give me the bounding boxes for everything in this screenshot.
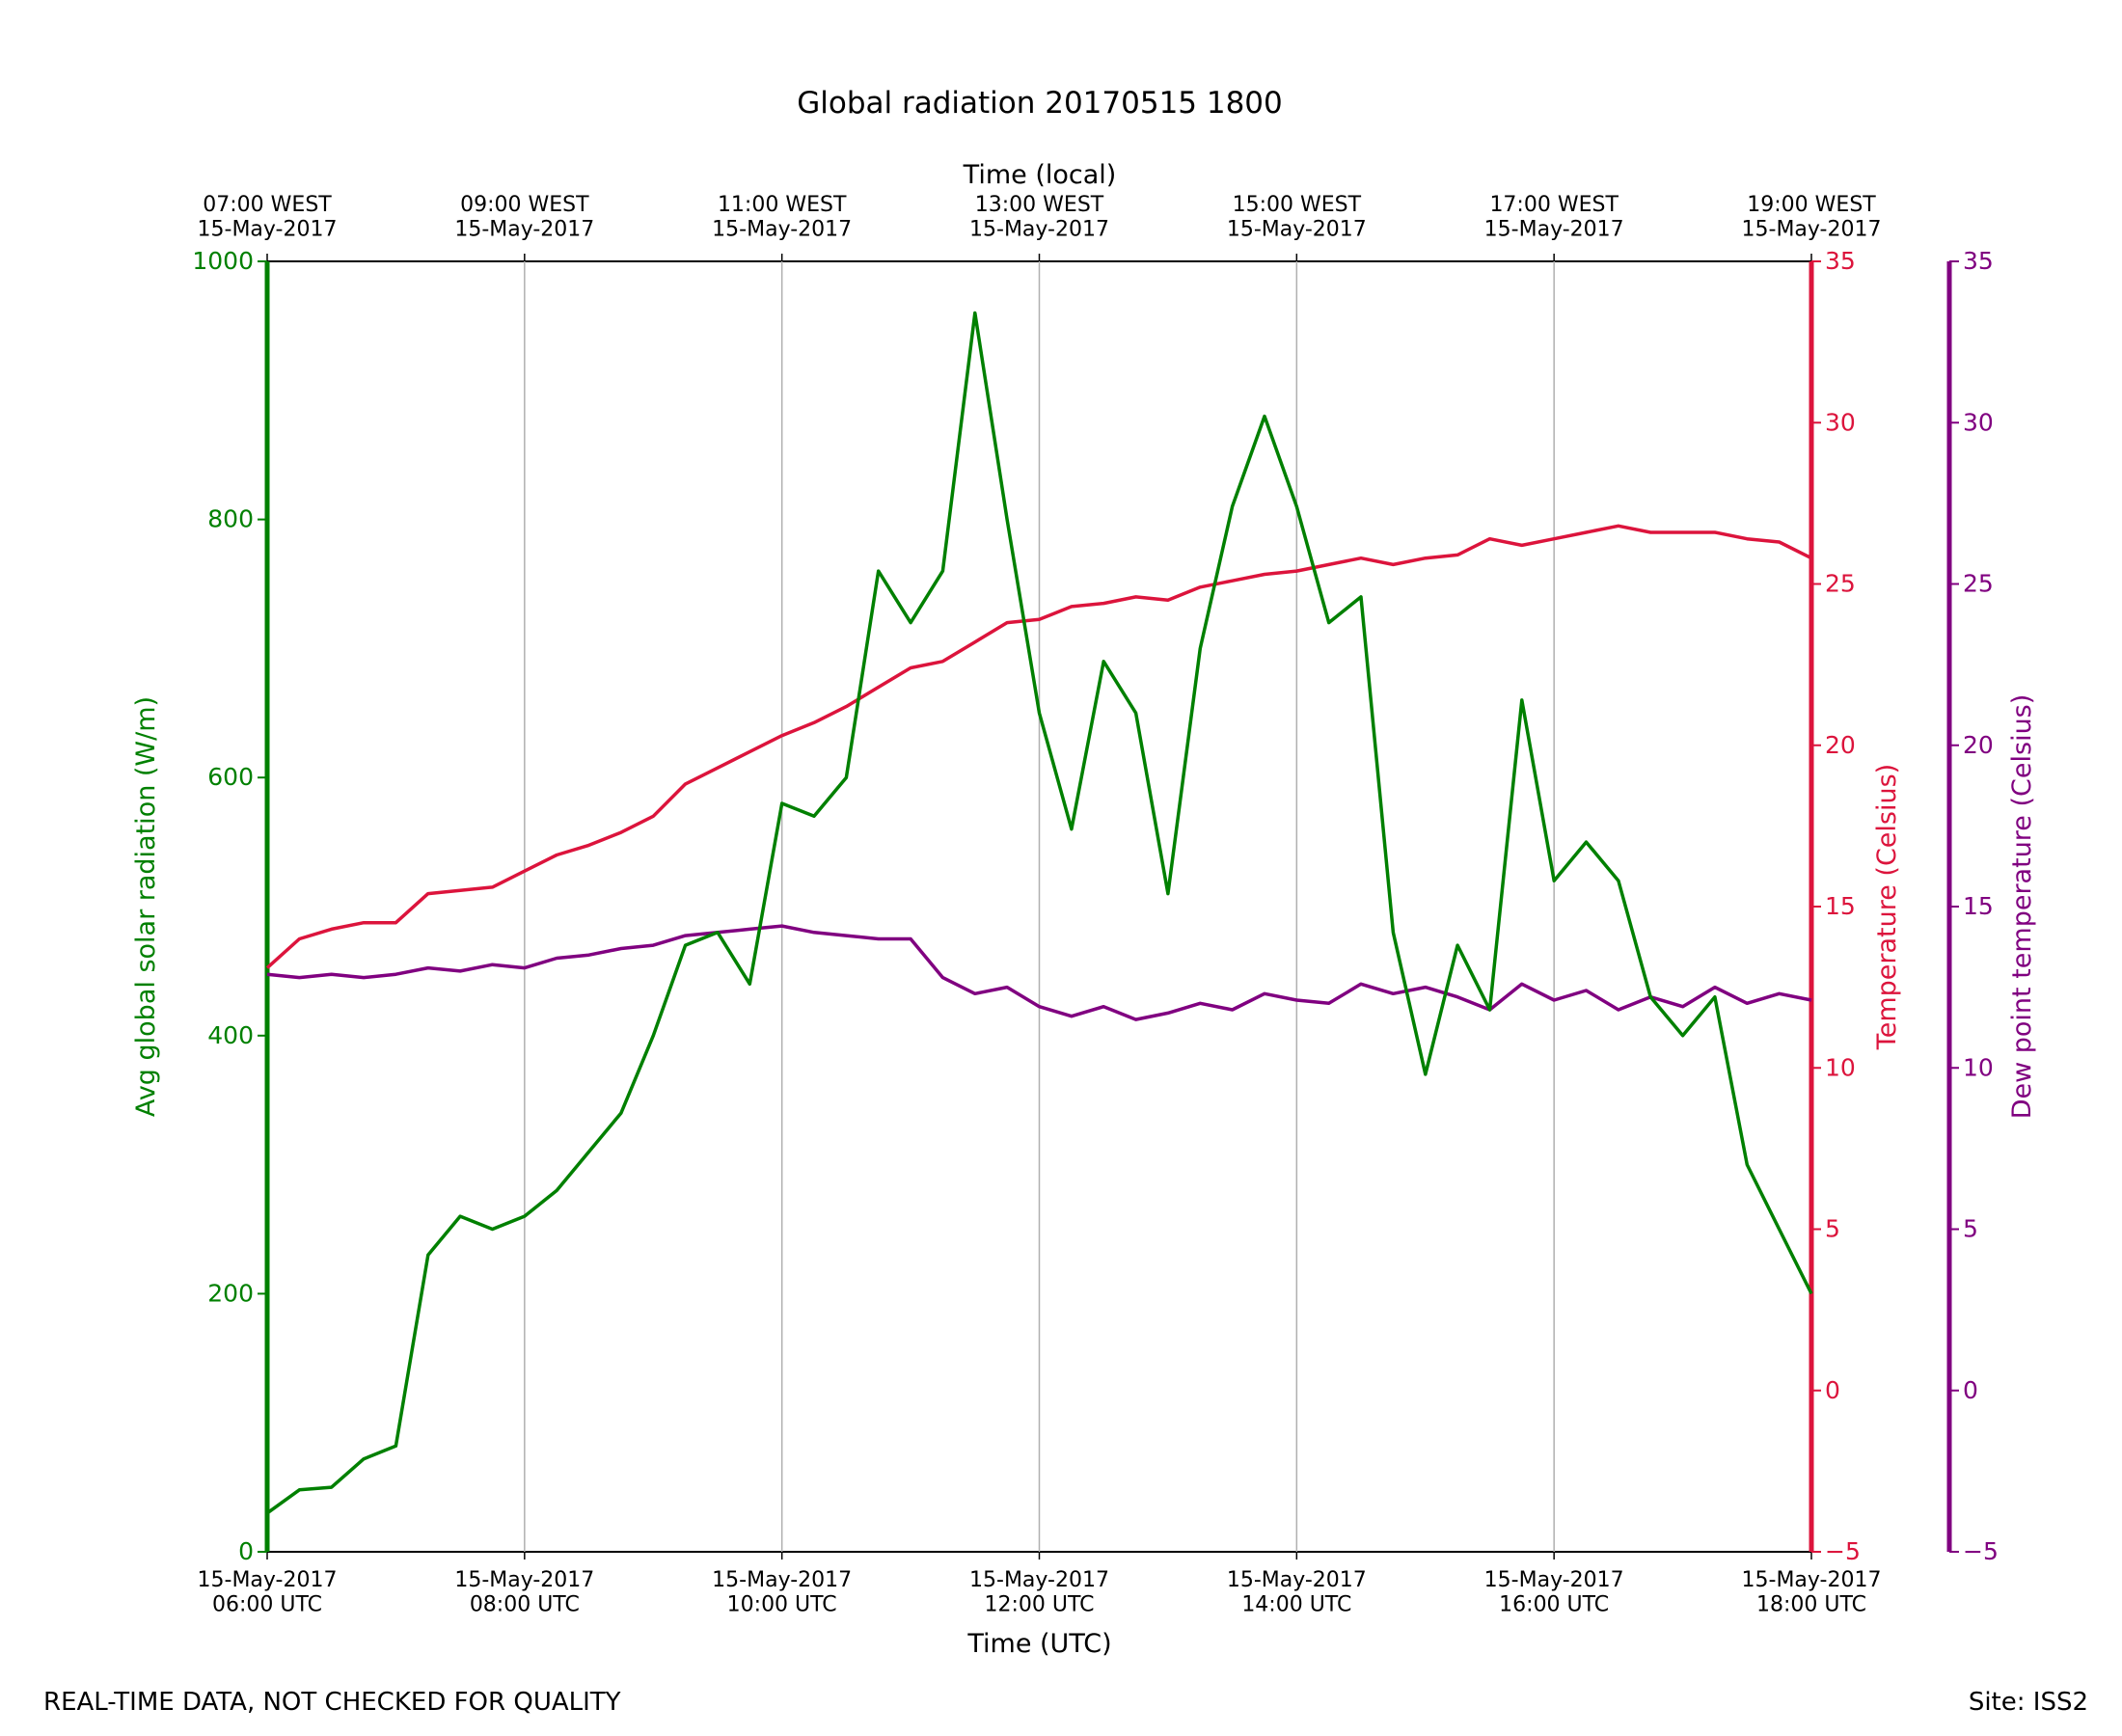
- y-tick-label: 400: [207, 1021, 254, 1049]
- x-tick-label: 15-May-2017 12:00 UTC: [969, 1568, 1109, 1616]
- y-tick-label: 0: [238, 1537, 254, 1565]
- y2-tick-label: 5: [1825, 1215, 1840, 1243]
- x2-tick-label: 07:00 WEST 15-May-2017: [198, 193, 338, 241]
- y3-tick-label: 5: [1963, 1215, 1978, 1243]
- y3-tick-label: 20: [1963, 731, 1994, 759]
- series-line: [265, 524, 1812, 969]
- x-tick-label: 15-May-2017 18:00 UTC: [1742, 1568, 1882, 1616]
- x-tick-label: 15-May-2017 16:00 UTC: [1484, 1568, 1624, 1616]
- x2-tick-label: 19:00 WEST 15-May-2017: [1742, 193, 1882, 241]
- y2-tick-label: 30: [1825, 408, 1856, 436]
- y-tick-label: 600: [207, 763, 254, 791]
- x2-tick-label: 09:00 WEST 15-May-2017: [454, 193, 594, 241]
- x-tick-label: 15-May-2017 10:00 UTC: [712, 1568, 852, 1616]
- y2-tick-label: 20: [1825, 731, 1856, 759]
- y-tick-label: 1000: [192, 247, 254, 275]
- footer-left: REAL-TIME DATA, NOT CHECKED FOR QUALITY: [43, 1688, 621, 1717]
- y3-tick-label: 15: [1963, 892, 1994, 920]
- chart-title: Global radiation 20170515 1800: [797, 86, 1283, 121]
- x2-axis-label: Time (local): [963, 160, 1117, 190]
- x2-tick-label: 15:00 WEST 15-May-2017: [1227, 193, 1367, 241]
- x-tick-label: 15-May-2017 14:00 UTC: [1227, 1568, 1367, 1616]
- y-axis-label: Avg global solar radiation (W/m): [131, 696, 161, 1117]
- x2-tick-label: 17:00 WEST 15-May-2017: [1484, 193, 1624, 241]
- y3-tick-label: 35: [1963, 247, 1994, 275]
- y2-tick-label: 25: [1825, 570, 1856, 598]
- y3-tick-label: −5: [1963, 1537, 1999, 1565]
- footer-right: Site: ISS2: [1969, 1688, 2088, 1717]
- x-axis-label: Time (UTC): [966, 1629, 1111, 1659]
- y3-tick-label: 0: [1963, 1376, 1978, 1404]
- x2-tick-label: 11:00 WEST 15-May-2017: [712, 193, 852, 241]
- y-tick-label: 800: [207, 505, 254, 533]
- y3-tick-label: 25: [1963, 570, 1994, 598]
- y2-tick-label: 35: [1825, 247, 1856, 275]
- y2-tick-label: 0: [1825, 1376, 1840, 1404]
- y3-tick-label: 10: [1963, 1053, 1994, 1081]
- x2-tick-label: 13:00 WEST 15-May-2017: [969, 193, 1109, 241]
- y2-tick-label: 15: [1825, 892, 1856, 920]
- y2-tick-label: −5: [1825, 1537, 1861, 1565]
- x-tick-label: 15-May-2017 06:00 UTC: [198, 1568, 338, 1616]
- y2-tick-label: 10: [1825, 1053, 1856, 1081]
- y2-axis-label: Temperature (Celsius): [1872, 764, 1902, 1050]
- y3-axis-label: Dew point temperature (Celsius): [2007, 694, 2037, 1120]
- series-line: [266, 924, 1812, 1021]
- y-tick-label: 200: [207, 1279, 254, 1307]
- series-line: [265, 311, 1813, 1515]
- y3-tick-label: 30: [1963, 408, 1994, 436]
- x-tick-label: 15-May-2017 08:00 UTC: [454, 1568, 594, 1616]
